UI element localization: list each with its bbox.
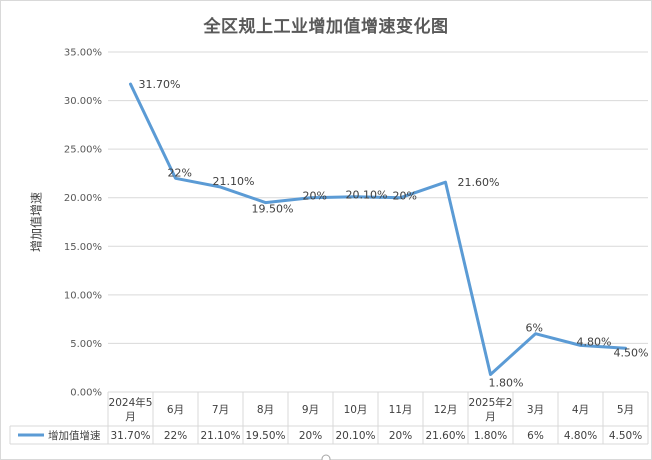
y-tick-label: 5.00% [70,339,102,350]
x-category-label: 3月 [527,404,544,416]
y-tick-label: 20.00% [64,193,102,204]
x-category-label: 月 [485,411,496,423]
x-category-label: 9月 [302,404,319,416]
x-category-label: 2024年5 [109,396,153,409]
x-category-label: 4月 [572,404,589,416]
x-category-label: 5月 [617,404,634,416]
table-value-cell: 1.80% [474,430,507,442]
data-label: 20.10% [346,189,388,202]
y-tick-label: 35.00% [64,48,102,59]
table-value-cell: 21.10% [200,430,240,442]
y-tick-label: 30.00% [64,96,102,107]
series-line [129,82,627,377]
x-category-label: 7月 [212,404,229,416]
x-category-label: 8月 [257,404,274,416]
table-value-cell: 31.70% [110,430,150,442]
x-category-label: 11月 [389,404,413,416]
data-label: 20% [393,190,417,203]
x-category-label: 6月 [167,404,184,416]
y-tick-label: 15.00% [64,242,102,253]
data-label: 20% [303,190,327,203]
table-value-cell: 4.50% [609,430,642,442]
table-value-cell: 22% [164,430,187,442]
data-label: 31.70% [139,78,181,91]
table-value-cell: 21.60% [425,430,465,442]
y-tick-label: 10.00% [64,290,102,301]
x-category-label: 2025年2 [469,396,513,409]
x-category-label: 12月 [434,404,458,416]
table-value-cell: 20% [389,430,412,442]
data-label: 22% [168,166,192,179]
y-tick-label: 25.00% [64,145,102,156]
table-value-cell: 4.80% [564,430,597,442]
data-label: 4.80% [577,335,612,348]
data-label: 21.10% [213,175,255,188]
data-label: 1.80% [489,377,524,390]
data-label: 19.50% [252,203,294,216]
table-value-cell: 6% [527,430,544,442]
x-category-label: 10月 [344,404,368,416]
table-value-cell: 20.10% [335,430,375,442]
chart-title: 全区规上工业增加值增速变化图 [203,17,449,37]
legend-series-name: 增加值增速 [48,429,101,442]
table-value-cell: 19.50% [245,430,285,442]
data-label: 6% [526,322,543,335]
table-value-cell: 20% [299,430,322,442]
data-label: 4.50% [614,346,649,359]
data-label: 21.60% [458,176,500,189]
y-tick-label: 0.00% [70,388,102,399]
x-category-label: 月 [125,411,136,423]
resize-handle[interactable] [321,454,331,460]
